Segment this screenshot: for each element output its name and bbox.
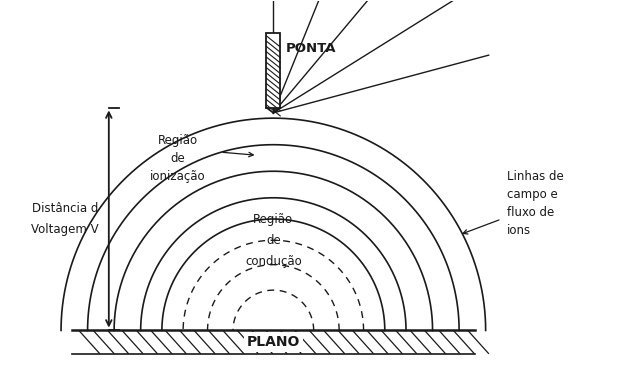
Text: Região
de
condução: Região de condução (245, 213, 302, 268)
Bar (266, 33, 280, 107)
Text: PONTA: PONTA (286, 42, 336, 55)
Text: PLANO: PLANO (247, 335, 300, 349)
Text: Linhas de
campo e
fluxo de
ions: Linhas de campo e fluxo de ions (507, 170, 564, 237)
Text: Região
de
ionização: Região de ionização (150, 134, 206, 183)
Text: Distância d
Voltagem V: Distância d Voltagem V (30, 202, 98, 236)
